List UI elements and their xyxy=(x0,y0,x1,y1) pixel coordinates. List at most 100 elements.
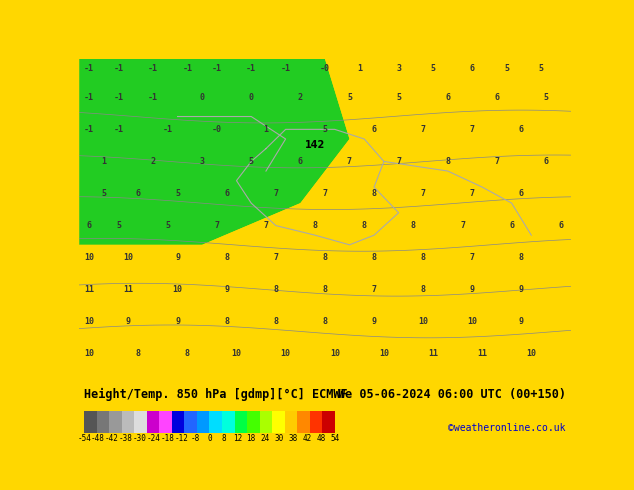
Text: 7: 7 xyxy=(495,157,500,166)
Text: 8: 8 xyxy=(323,253,327,262)
Text: 9: 9 xyxy=(175,253,180,262)
Text: 24: 24 xyxy=(261,435,270,443)
Text: 6: 6 xyxy=(470,64,475,73)
Text: 5: 5 xyxy=(543,93,548,102)
Text: 8: 8 xyxy=(445,157,450,166)
Text: 48: 48 xyxy=(316,435,325,443)
Text: 6: 6 xyxy=(509,221,514,230)
Text: -48: -48 xyxy=(91,435,105,443)
Text: 10: 10 xyxy=(231,349,242,358)
Text: -12: -12 xyxy=(175,435,188,443)
Text: 1: 1 xyxy=(357,64,362,73)
Bar xyxy=(84,411,97,433)
Text: 8: 8 xyxy=(421,253,425,262)
Text: 8: 8 xyxy=(185,349,190,358)
Text: 11: 11 xyxy=(477,349,487,358)
Text: 142: 142 xyxy=(305,141,325,150)
Text: 7: 7 xyxy=(460,221,465,230)
Text: 7: 7 xyxy=(470,253,475,262)
Text: 10: 10 xyxy=(526,349,536,358)
Bar xyxy=(272,411,285,433)
Text: 5: 5 xyxy=(323,125,327,134)
Text: -18: -18 xyxy=(161,435,174,443)
Text: -1: -1 xyxy=(281,64,290,73)
Text: -1: -1 xyxy=(246,64,256,73)
Bar xyxy=(197,411,209,433)
Text: 30: 30 xyxy=(275,435,283,443)
Text: 11: 11 xyxy=(84,285,94,294)
Text: -38: -38 xyxy=(119,435,133,443)
Text: 7: 7 xyxy=(421,189,425,198)
Bar xyxy=(297,411,309,433)
Text: 7: 7 xyxy=(264,221,268,230)
Text: 9: 9 xyxy=(519,318,524,326)
Text: -1: -1 xyxy=(84,93,94,102)
Bar xyxy=(259,411,272,433)
Text: 3: 3 xyxy=(396,64,401,73)
Text: 5: 5 xyxy=(175,189,180,198)
Text: 9: 9 xyxy=(224,285,229,294)
Text: 8: 8 xyxy=(323,318,327,326)
Bar xyxy=(172,411,184,433)
Text: 12: 12 xyxy=(233,435,242,443)
Text: 7: 7 xyxy=(214,221,219,230)
Text: 9: 9 xyxy=(126,318,131,326)
Text: 9: 9 xyxy=(175,318,180,326)
Text: 2: 2 xyxy=(150,157,155,166)
Text: 1: 1 xyxy=(264,125,268,134)
Bar xyxy=(122,411,134,433)
Text: 1: 1 xyxy=(101,157,107,166)
Text: 7: 7 xyxy=(273,253,278,262)
Bar xyxy=(109,411,122,433)
Text: 5: 5 xyxy=(430,64,436,73)
Text: 0: 0 xyxy=(249,93,254,102)
Text: 7: 7 xyxy=(372,285,377,294)
Text: 8: 8 xyxy=(224,318,229,326)
Bar xyxy=(222,411,235,433)
Text: 38: 38 xyxy=(288,435,297,443)
Text: 5: 5 xyxy=(165,221,170,230)
Text: -1: -1 xyxy=(148,64,158,73)
Text: 6: 6 xyxy=(298,157,303,166)
Text: -0: -0 xyxy=(212,125,222,134)
Text: 10: 10 xyxy=(172,285,183,294)
Text: 6: 6 xyxy=(87,221,91,230)
Text: 0: 0 xyxy=(200,93,205,102)
Text: -30: -30 xyxy=(133,435,147,443)
Text: 7: 7 xyxy=(421,125,425,134)
Text: -1: -1 xyxy=(148,93,158,102)
Text: 6: 6 xyxy=(136,189,141,198)
Text: -24: -24 xyxy=(147,435,160,443)
Text: 6: 6 xyxy=(519,125,524,134)
Text: 5: 5 xyxy=(539,64,543,73)
Bar xyxy=(235,411,247,433)
Text: 6: 6 xyxy=(559,221,563,230)
Text: 8: 8 xyxy=(421,285,425,294)
Polygon shape xyxy=(79,59,349,245)
Polygon shape xyxy=(79,59,571,379)
Text: 8: 8 xyxy=(362,221,366,230)
Text: 54: 54 xyxy=(330,435,339,443)
Bar xyxy=(134,411,147,433)
Text: 10: 10 xyxy=(124,253,133,262)
Text: 8: 8 xyxy=(411,221,416,230)
Text: -1: -1 xyxy=(84,64,94,73)
Text: 6: 6 xyxy=(543,157,548,166)
Text: 10: 10 xyxy=(467,318,477,326)
Text: 8: 8 xyxy=(372,189,377,198)
Text: 2: 2 xyxy=(298,93,303,102)
Bar xyxy=(322,411,335,433)
Text: 10: 10 xyxy=(84,318,94,326)
Text: Height/Temp. 850 hPa [gdmp][°C] ECMWF: Height/Temp. 850 hPa [gdmp][°C] ECMWF xyxy=(84,388,348,401)
Text: 8: 8 xyxy=(136,349,141,358)
Text: -1: -1 xyxy=(183,64,192,73)
Text: 8: 8 xyxy=(372,253,377,262)
Text: 6: 6 xyxy=(495,93,500,102)
Bar xyxy=(147,411,159,433)
Text: 10: 10 xyxy=(418,318,428,326)
Text: 7: 7 xyxy=(396,157,401,166)
Text: -1: -1 xyxy=(212,64,222,73)
Text: 10: 10 xyxy=(84,349,94,358)
Text: -8: -8 xyxy=(191,435,200,443)
Bar xyxy=(184,411,197,433)
